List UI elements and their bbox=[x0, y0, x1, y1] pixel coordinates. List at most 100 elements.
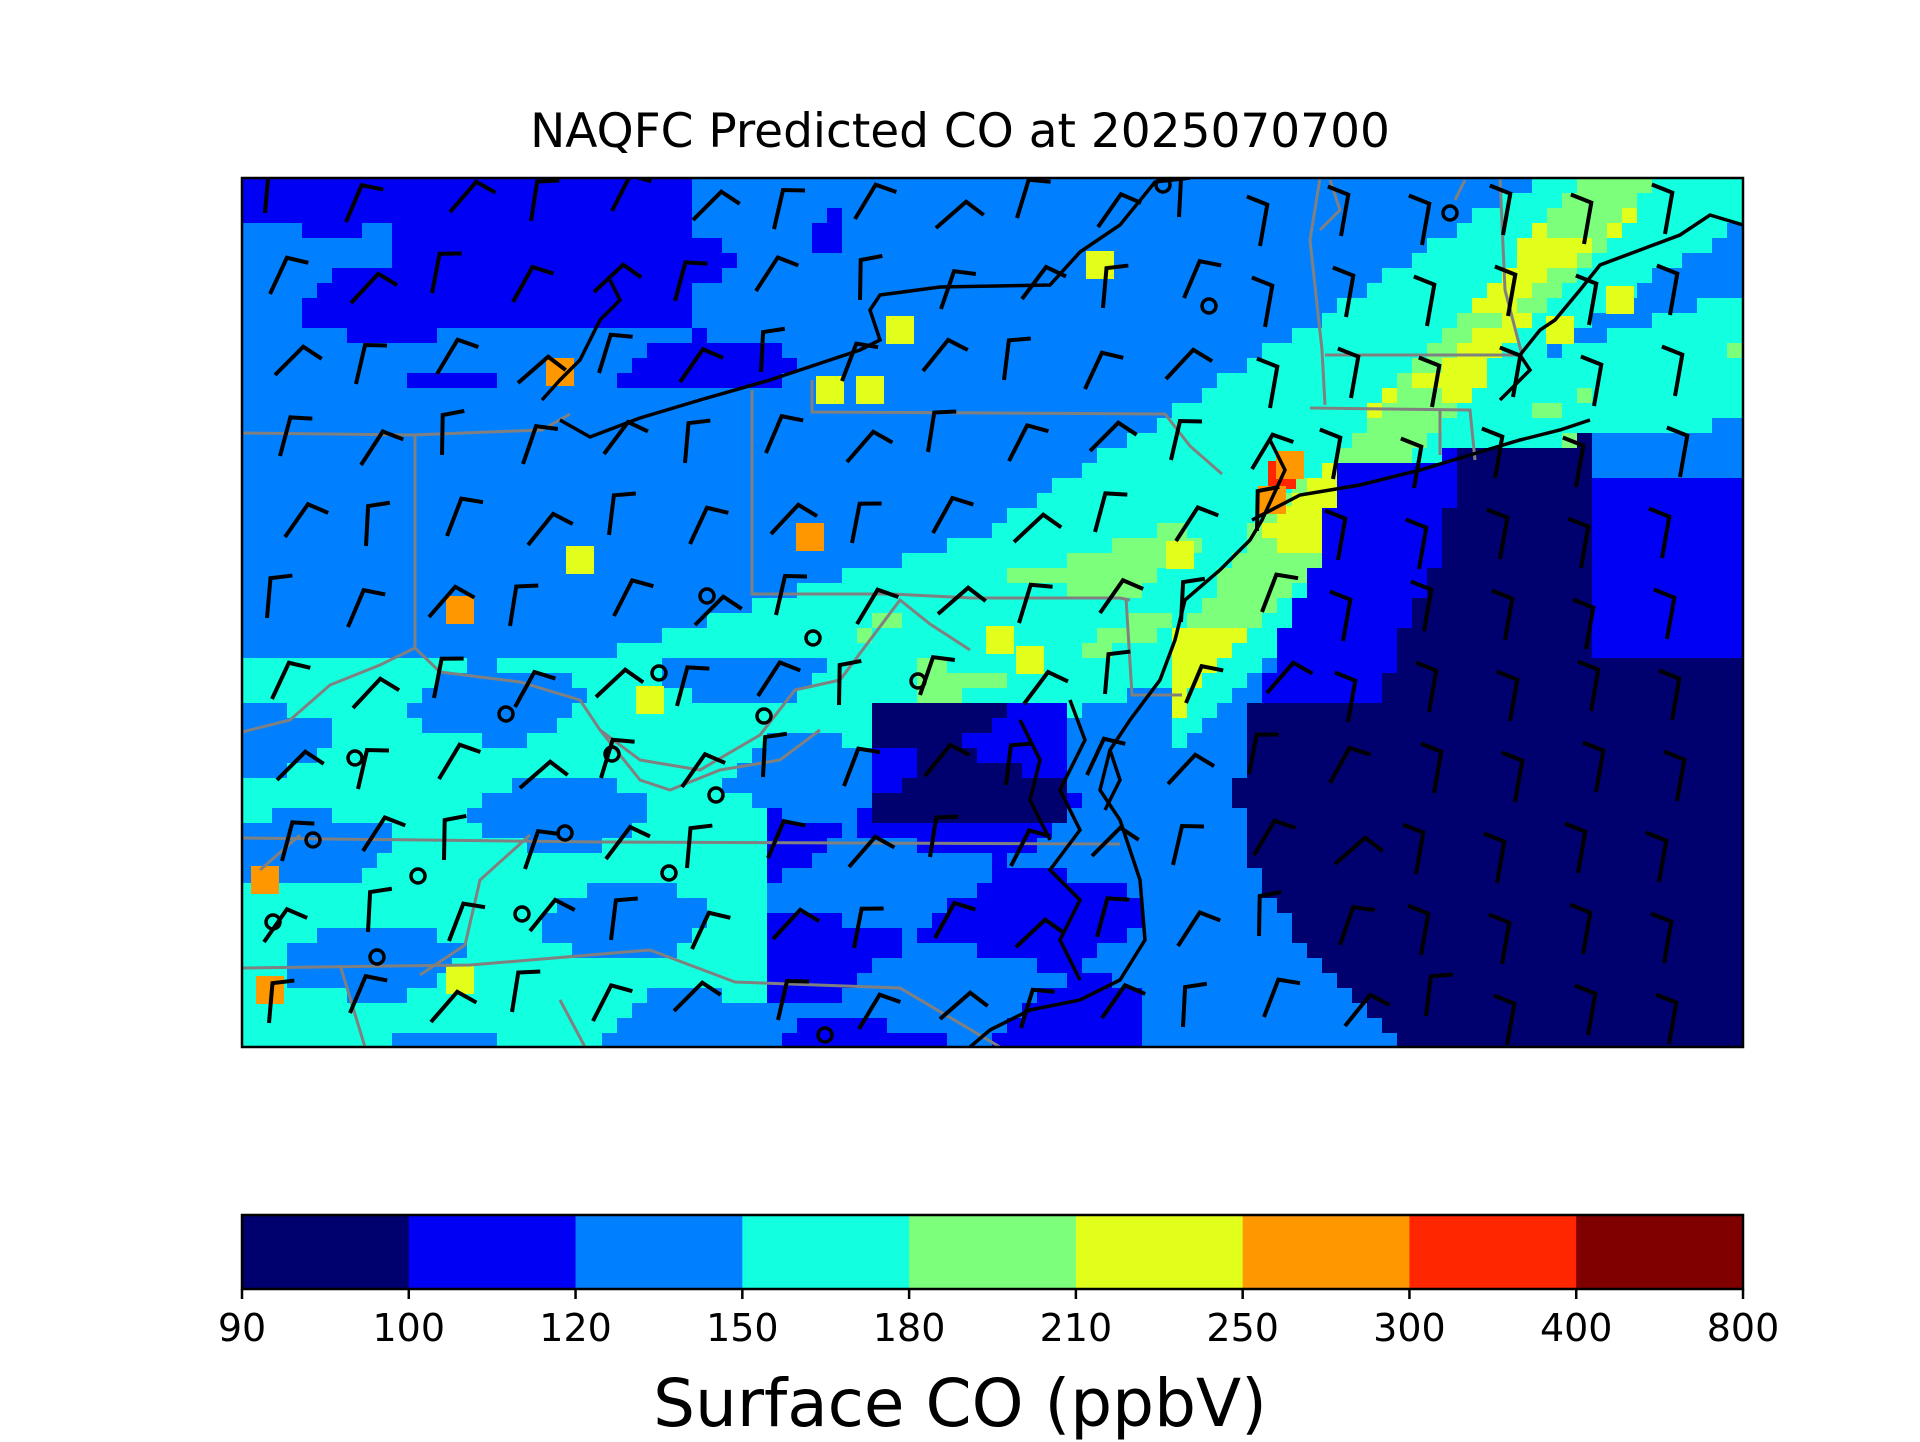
co-cell bbox=[482, 823, 498, 839]
co-cell bbox=[1292, 823, 1308, 839]
co-cell bbox=[317, 583, 333, 599]
co-cell bbox=[932, 688, 948, 704]
co-cell bbox=[977, 418, 993, 434]
co-cell bbox=[977, 883, 993, 899]
co-cell bbox=[437, 733, 453, 749]
co-cell bbox=[1727, 538, 1743, 554]
co-cell bbox=[1112, 523, 1128, 539]
co-cell bbox=[1157, 583, 1173, 599]
co-cell bbox=[1682, 298, 1698, 314]
co-cell bbox=[977, 313, 993, 329]
co-cell bbox=[497, 568, 513, 584]
co-cell bbox=[1082, 313, 1098, 329]
co-cell bbox=[1607, 793, 1623, 809]
co-cell bbox=[1397, 673, 1413, 689]
co-cell bbox=[557, 238, 573, 254]
co-cell bbox=[872, 523, 888, 539]
co-cell bbox=[587, 583, 603, 599]
co-cell bbox=[1277, 193, 1293, 209]
co-cell bbox=[1442, 823, 1458, 839]
co-cell bbox=[332, 733, 348, 749]
co-cell bbox=[362, 643, 378, 659]
co-cell bbox=[1577, 178, 1593, 194]
co-cell bbox=[572, 718, 588, 734]
co-cell bbox=[1232, 898, 1248, 914]
co-cell bbox=[347, 733, 363, 749]
co-cell bbox=[722, 613, 738, 629]
co-cell bbox=[707, 853, 723, 869]
co-cell bbox=[992, 613, 1008, 629]
co-cell bbox=[1037, 313, 1053, 329]
co-cell bbox=[392, 748, 408, 764]
co-cell bbox=[917, 193, 933, 209]
co-cell bbox=[1667, 868, 1683, 884]
co-cell bbox=[617, 688, 633, 704]
co-cell bbox=[1637, 703, 1653, 719]
co-cell bbox=[1742, 568, 1743, 584]
co-cell bbox=[1247, 808, 1263, 824]
co-cell bbox=[812, 808, 828, 824]
co-cell bbox=[1412, 508, 1428, 524]
co-cell bbox=[812, 658, 828, 674]
co-cell bbox=[1727, 418, 1743, 434]
co-cell bbox=[1547, 508, 1563, 524]
co-cell bbox=[917, 778, 933, 794]
co-cell bbox=[1727, 238, 1743, 254]
co-cell bbox=[617, 553, 633, 569]
co-cell bbox=[377, 463, 393, 479]
co-cell bbox=[1577, 718, 1593, 734]
co-cell bbox=[1442, 673, 1458, 689]
co-cell bbox=[1367, 313, 1383, 329]
co-cell bbox=[827, 733, 843, 749]
co-cell bbox=[1622, 313, 1638, 329]
co-cell bbox=[347, 703, 363, 719]
co-cell bbox=[1592, 823, 1608, 839]
co-cell bbox=[1217, 298, 1233, 314]
co-cell bbox=[1007, 583, 1023, 599]
co-cell bbox=[377, 253, 393, 269]
co-cell bbox=[527, 328, 543, 344]
co-cell bbox=[977, 838, 993, 854]
co-cell bbox=[1142, 418, 1158, 434]
co-cell bbox=[1232, 298, 1248, 314]
co-cell bbox=[542, 538, 558, 554]
co-cell bbox=[407, 268, 423, 284]
co-cell bbox=[1457, 478, 1473, 494]
co-cell bbox=[1262, 418, 1278, 434]
co-cell bbox=[1667, 643, 1683, 659]
co-cell bbox=[1487, 238, 1503, 254]
co-cell bbox=[1007, 268, 1023, 284]
co-cell bbox=[1577, 238, 1593, 254]
co-cell bbox=[332, 613, 348, 629]
co-cell bbox=[1172, 388, 1188, 404]
co-cell bbox=[1697, 223, 1713, 239]
co-cell bbox=[1397, 373, 1413, 389]
co-cell bbox=[1667, 403, 1683, 419]
co-cell bbox=[287, 688, 303, 704]
co-cell bbox=[1367, 883, 1383, 899]
co-cell bbox=[1487, 898, 1503, 914]
co-cell bbox=[827, 763, 843, 779]
co-cell bbox=[257, 553, 273, 569]
co-cell bbox=[257, 523, 273, 539]
co-cell bbox=[422, 538, 438, 554]
co-cell bbox=[782, 238, 798, 254]
co-cell bbox=[1187, 433, 1203, 449]
co-cell bbox=[1367, 523, 1383, 539]
co-cell bbox=[1187, 628, 1203, 644]
co-cell bbox=[1742, 388, 1743, 404]
co-cell bbox=[587, 913, 603, 929]
co-cell bbox=[1682, 808, 1698, 824]
co-cell bbox=[512, 193, 528, 209]
co-cell bbox=[857, 178, 873, 194]
co-cell bbox=[347, 433, 363, 449]
co-cell bbox=[452, 778, 468, 794]
co-cell bbox=[317, 223, 333, 239]
co-cell bbox=[842, 643, 858, 659]
co-cell bbox=[497, 763, 513, 779]
co-cell bbox=[842, 913, 858, 929]
co-cell bbox=[1307, 373, 1323, 389]
co-cell bbox=[1232, 508, 1248, 524]
co-cell bbox=[347, 583, 363, 599]
co-cell bbox=[317, 778, 333, 794]
